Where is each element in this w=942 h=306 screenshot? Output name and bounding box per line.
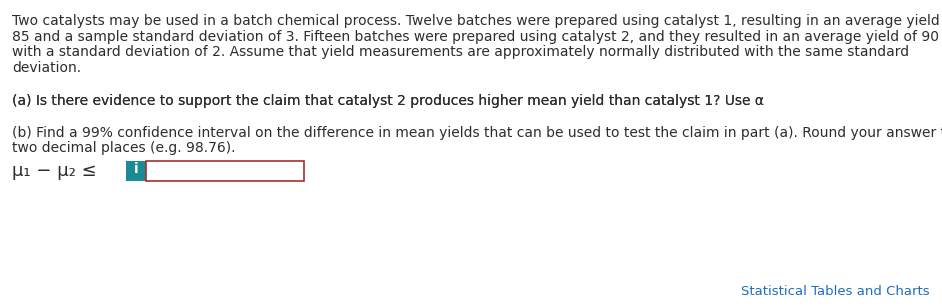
Text: Statistical Tables and Charts: Statistical Tables and Charts: [741, 285, 930, 298]
Text: Two catalysts may be used in a batch chemical process. Twelve batches were prepa: Two catalysts may be used in a batch che…: [12, 14, 942, 28]
Text: μ₁ − μ₂ ≤: μ₁ − μ₂ ≤: [12, 162, 97, 181]
Text: (a) Is there evidence to support the claim that catalyst 2 produces higher mean : (a) Is there evidence to support the cla…: [12, 94, 764, 108]
FancyBboxPatch shape: [126, 161, 146, 181]
Text: i: i: [134, 162, 138, 176]
Text: deviation.: deviation.: [12, 61, 81, 74]
Text: (b) Find a 99% confidence interval on the difference in mean yields that can be : (b) Find a 99% confidence interval on th…: [12, 125, 942, 140]
Text: with a standard deviation of 2. Assume that yield measurements are approximately: with a standard deviation of 2. Assume t…: [12, 45, 909, 59]
FancyBboxPatch shape: [146, 161, 304, 181]
Text: 85 and a sample standard deviation of 3. Fifteen batches were prepared using cat: 85 and a sample standard deviation of 3.…: [12, 29, 939, 43]
Text: two decimal places (e.g. 98.76).: two decimal places (e.g. 98.76).: [12, 141, 236, 155]
Text: (a) Is there evidence to support the claim that catalyst 2 produces higher mean : (a) Is there evidence to support the cla…: [12, 94, 764, 108]
